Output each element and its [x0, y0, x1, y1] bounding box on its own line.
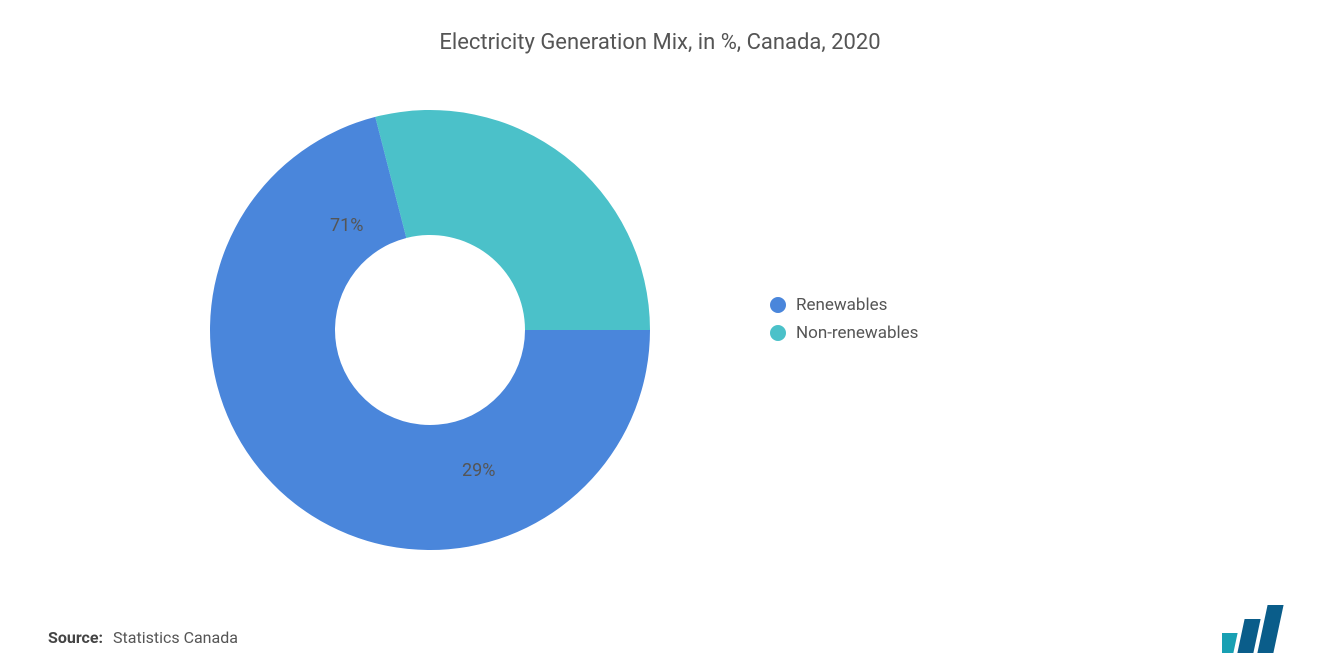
data-label: 71% [330, 215, 363, 236]
source-attribution: Source: Statistics Canada [48, 628, 238, 647]
data-label: 29% [462, 460, 495, 481]
logo-bar [1257, 605, 1283, 653]
legend-label: Renewables [796, 295, 887, 315]
logo-bar [1222, 633, 1238, 653]
source-label: Source: [48, 628, 103, 647]
source-value: Statistics Canada [113, 628, 238, 647]
donut-slice [375, 110, 650, 330]
chart-title: Electricity Generation Mix, in %, Canada… [0, 30, 1320, 55]
legend-swatch [770, 325, 786, 341]
donut-svg [190, 90, 670, 570]
brand-logo-icon [1222, 603, 1292, 653]
legend-label: Non-renewables [796, 323, 918, 343]
legend-item: Renewables [770, 295, 918, 315]
donut-chart: 71% 29% [190, 90, 670, 570]
legend-swatch [770, 297, 786, 313]
logo-bar [1237, 619, 1260, 653]
legend: Renewables Non-renewables [770, 295, 918, 343]
legend-item: Non-renewables [770, 323, 918, 343]
